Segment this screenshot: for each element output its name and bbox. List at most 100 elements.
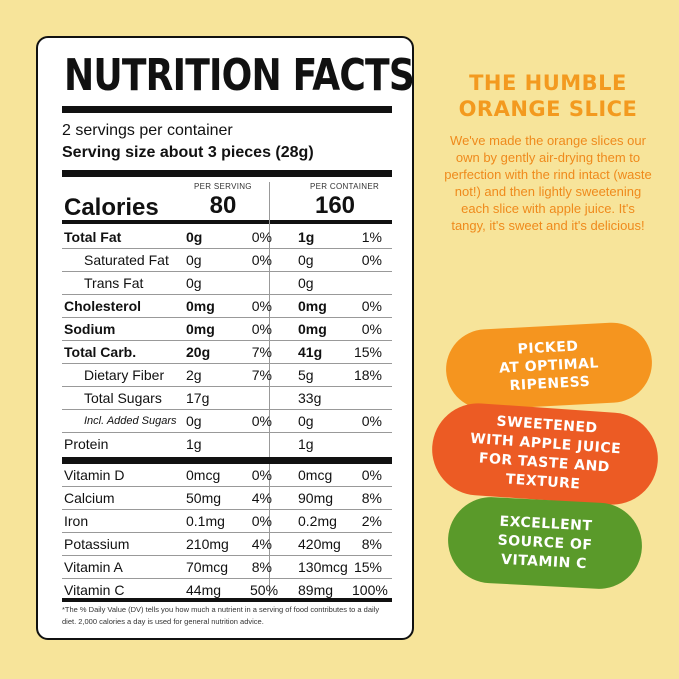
serving-amount: 50mg bbox=[186, 490, 222, 506]
serving-percent: 0% bbox=[251, 513, 272, 529]
badge-text: SWEETENED WITH APPLE JUICE FOR TASTE AND… bbox=[469, 413, 622, 493]
container-percent: 8% bbox=[361, 490, 382, 506]
vitamin-name: Potassium bbox=[64, 536, 130, 552]
product-title: THE HUMBLE ORANGE SLICE bbox=[458, 71, 638, 121]
vitamin-name: Vitamin D bbox=[64, 467, 125, 483]
serving-percent: 7% bbox=[251, 367, 272, 383]
thick-divider bbox=[62, 170, 392, 177]
serving-percent: 4% bbox=[251, 536, 272, 552]
nutrient-row: Total Sugars 17g 33g bbox=[62, 387, 392, 409]
container-amount: 0.2mg bbox=[298, 513, 337, 529]
badge-text: PICKED AT OPTIMAL RIPENESS bbox=[498, 338, 600, 395]
nutrient-name: Total Fat bbox=[64, 229, 122, 245]
label-title: NUTRITION FACTS bbox=[64, 50, 415, 101]
container-amount: 5g bbox=[298, 367, 314, 383]
serving-amount: 0.1mg bbox=[186, 513, 225, 529]
row-divider bbox=[62, 555, 392, 556]
container-amount: 89mg bbox=[298, 582, 334, 598]
vitamin-name: Iron bbox=[64, 513, 89, 529]
container-amount: 0mcg bbox=[298, 467, 333, 483]
container-percent: 1% bbox=[361, 229, 382, 245]
serving-size: Serving size about 3 pieces (28g) bbox=[62, 144, 314, 161]
nutrient-row: Incl. Added Sugars 0g 0% 0g 0% bbox=[62, 410, 392, 432]
serving-amount: 0g bbox=[186, 413, 202, 429]
nutrient-row: Saturated Fat 0g 0% 0g 0% bbox=[62, 249, 392, 271]
serving-amount: 70mcg bbox=[186, 559, 229, 575]
container-percent: 100% bbox=[352, 582, 388, 598]
serving-percent: 50% bbox=[250, 582, 279, 598]
vitamin-row: Calcium 50mg 4% 90mg 8% bbox=[62, 487, 392, 509]
row-divider bbox=[62, 486, 392, 487]
row-divider bbox=[62, 248, 392, 249]
container-percent: 0% bbox=[361, 252, 382, 268]
nutrient-name: Protein bbox=[64, 436, 109, 452]
nutrient-row: Sodium 0mg 0% 0mg 0% bbox=[62, 318, 392, 340]
container-percent: 0% bbox=[361, 413, 382, 429]
column-divider bbox=[269, 182, 270, 596]
per-serving-header: PER SERVING bbox=[194, 182, 252, 191]
container-percent: 18% bbox=[353, 367, 382, 383]
row-divider bbox=[62, 363, 392, 364]
serving-amount: 210mg bbox=[186, 536, 229, 552]
container-percent: 0% bbox=[361, 321, 382, 337]
medium-divider bbox=[62, 220, 392, 224]
serving-amount: 0g bbox=[186, 252, 202, 268]
calories-per-serving: 80 bbox=[209, 192, 237, 219]
serving-percent: 0% bbox=[251, 321, 272, 337]
container-percent: 2% bbox=[361, 513, 382, 529]
vitamin-name: Vitamin C bbox=[64, 582, 125, 598]
thick-divider bbox=[62, 106, 392, 113]
serving-percent: 0% bbox=[251, 413, 272, 429]
nutrient-name: Sodium bbox=[64, 321, 116, 337]
container-amount: 1g bbox=[298, 436, 314, 452]
vitamin-name: Calcium bbox=[64, 490, 115, 506]
badge-text: EXCELLENT SOURCE OF VITAMIN C bbox=[497, 513, 593, 572]
serving-percent: 8% bbox=[251, 559, 272, 575]
serving-amount: 0mg bbox=[186, 321, 215, 337]
container-percent: 0% bbox=[361, 467, 382, 483]
nutrient-row: Total Fat 0g 0% 1g 1% bbox=[62, 226, 392, 248]
nutrient-row: Trans Fat 0g 0g bbox=[62, 272, 392, 294]
thick-divider bbox=[62, 457, 392, 464]
product-description: We've made the orange slices our own by … bbox=[444, 133, 652, 233]
container-percent: 15% bbox=[353, 559, 382, 575]
servings-per-container: 2 servings per container bbox=[62, 122, 233, 139]
vitamin-name: Vitamin A bbox=[64, 559, 123, 575]
container-amount: 1g bbox=[298, 229, 315, 245]
container-amount: 130mcg bbox=[298, 559, 348, 575]
vitamin-row: Iron 0.1mg 0% 0.2mg 2% bbox=[62, 510, 392, 532]
nutrient-name: Dietary Fiber bbox=[84, 367, 165, 383]
serving-percent: 7% bbox=[251, 344, 272, 360]
serving-percent: 0% bbox=[251, 298, 272, 314]
serving-amount: 0mcg bbox=[186, 467, 221, 483]
ripeness-badge: PICKED AT OPTIMAL RIPENESS bbox=[444, 320, 654, 412]
per-container-header: PER CONTAINER bbox=[310, 182, 380, 191]
serving-percent: 0% bbox=[251, 467, 272, 483]
vitamin-row: Potassium 210mg 4% 420mg 8% bbox=[62, 533, 392, 555]
nutrient-row: Total Carb. 20g 7% 41g 15% bbox=[62, 341, 392, 363]
container-amount: 41g bbox=[298, 344, 323, 360]
container-amount: 0g bbox=[298, 413, 314, 429]
calories-label: Calories bbox=[64, 194, 159, 221]
container-amount: 33g bbox=[298, 390, 322, 406]
daily-value-footnote: *The % Daily Value (DV) tells you how mu… bbox=[62, 605, 380, 626]
row-divider bbox=[62, 340, 392, 341]
row-divider bbox=[62, 432, 392, 433]
vitamin-c-badge: EXCELLENT SOURCE OF VITAMIN C bbox=[445, 494, 645, 592]
row-divider bbox=[62, 509, 392, 510]
serving-amount: 1g bbox=[186, 436, 202, 452]
nutrient-name: Incl. Added Sugars bbox=[84, 415, 177, 427]
medium-divider bbox=[62, 598, 392, 602]
row-divider bbox=[62, 532, 392, 533]
calories-per-container: 160 bbox=[314, 192, 356, 219]
apple-juice-badge: SWEETENED WITH APPLE JUICE FOR TASTE AND… bbox=[429, 400, 661, 508]
vitamin-row: Vitamin D 0mcg 0% 0mcg 0% bbox=[62, 464, 392, 486]
nutrient-row: Protein 1g 1g bbox=[62, 433, 392, 455]
vitamin-row: Vitamin A 70mcg 8% 130mcg 15% bbox=[62, 556, 392, 578]
nutrient-name: Total Carb. bbox=[64, 344, 137, 360]
serving-percent: 0% bbox=[251, 252, 272, 268]
nutrition-facts-panel: NUTRITION FACTS 2 servings per container… bbox=[36, 36, 415, 640]
container-amount: 420mg bbox=[298, 536, 341, 552]
container-percent: 0% bbox=[361, 298, 382, 314]
serving-amount: 20g bbox=[186, 344, 211, 360]
